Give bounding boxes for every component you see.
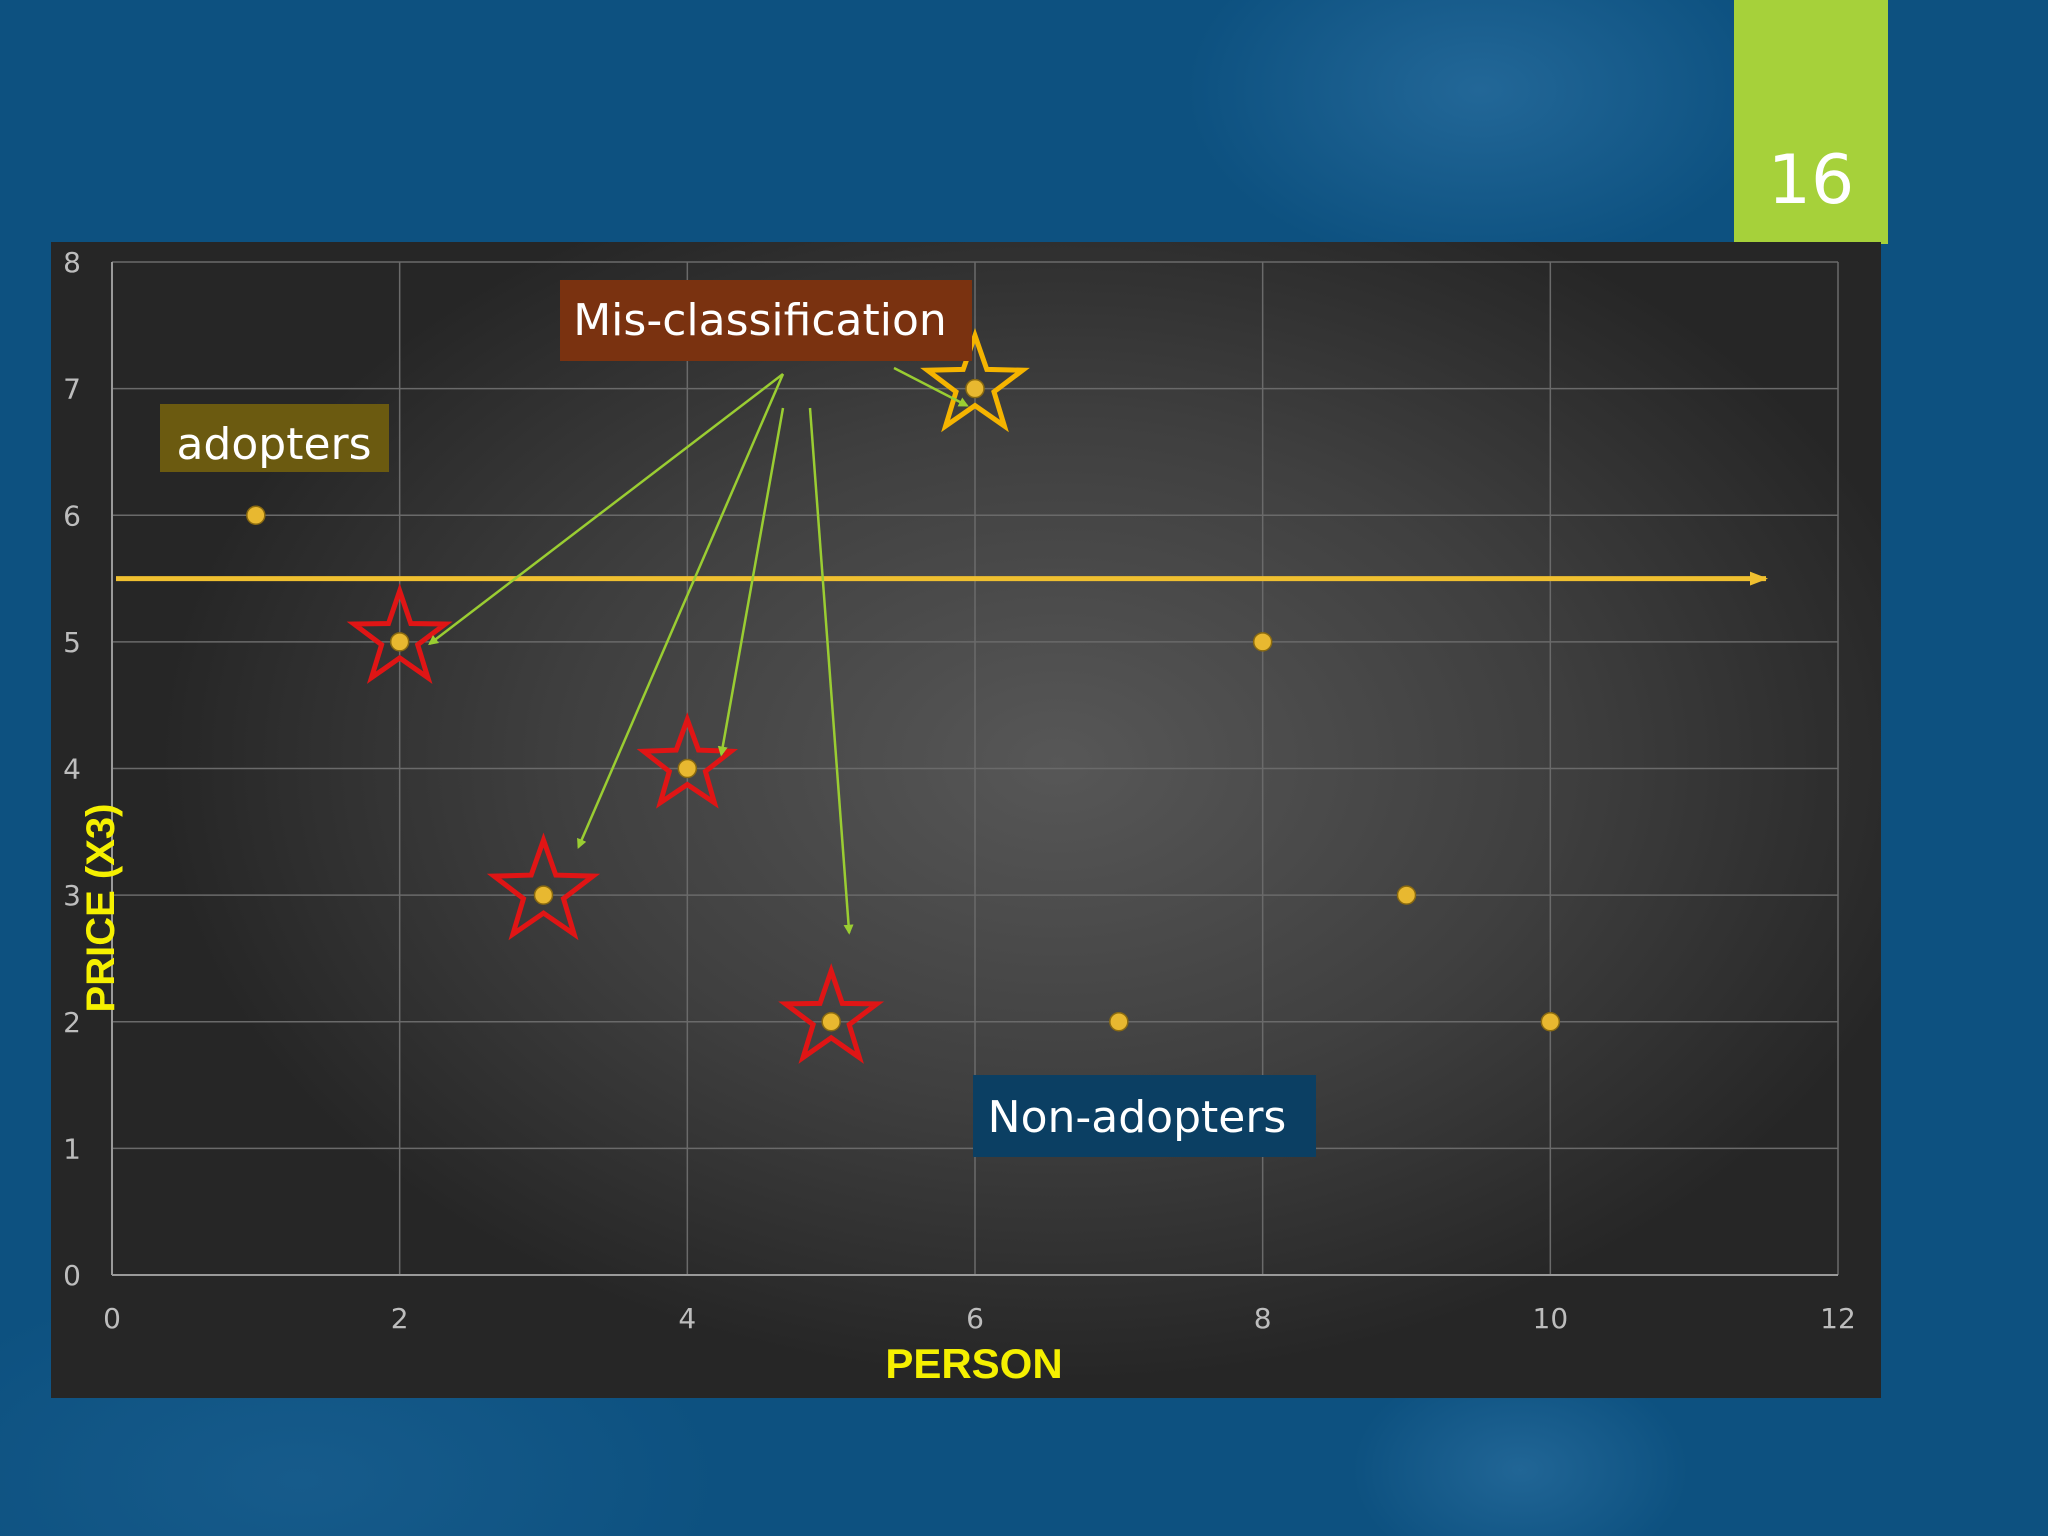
y-tick-label: 2 — [63, 1006, 81, 1039]
pointer-arrow — [428, 373, 784, 646]
x-tick-label: 8 — [1254, 1302, 1272, 1335]
y-tick-label: 4 — [63, 753, 81, 786]
data-point — [1252, 632, 1273, 652]
data-point — [677, 758, 698, 779]
data-point — [1109, 1012, 1129, 1032]
y-tick-label: 0 — [63, 1259, 81, 1292]
data-point — [389, 632, 410, 652]
data-point — [533, 885, 554, 905]
data-point — [1540, 1012, 1561, 1032]
y-tick-label: 6 — [63, 499, 81, 532]
x-tick-label: 6 — [966, 1302, 984, 1335]
y-axis-title: PRICE (X3) — [79, 804, 123, 1013]
misclassification-box — [560, 280, 972, 361]
data-point — [821, 1012, 841, 1032]
x-tick-label: 4 — [678, 1302, 696, 1335]
x-tick-label: 0 — [103, 1302, 121, 1335]
misclassified-star — [346, 583, 453, 684]
non-adopters-box — [973, 1075, 1316, 1157]
pointer-arrow — [577, 373, 785, 849]
y-tick-label: 7 — [63, 373, 81, 406]
x-axis-title: PERSON — [885, 1340, 1062, 1387]
pointer-arrow — [808, 407, 854, 935]
x-tick-label: 2 — [391, 1302, 409, 1335]
misclassified-star — [920, 328, 1030, 433]
data-point — [1396, 885, 1417, 905]
data-point — [246, 505, 266, 525]
slide-number: 16 — [1767, 141, 1855, 220]
x-tick-label: 12 — [1820, 1302, 1856, 1335]
data-point — [965, 378, 985, 399]
y-tick-label: 5 — [63, 626, 81, 659]
misclassified-star — [778, 963, 885, 1064]
data-points — [246, 378, 1561, 1032]
slide-number-badge: 16 — [1734, 0, 1888, 244]
non-adopters-label: Non-adopters — [988, 1092, 1287, 1143]
misclassified-star — [486, 832, 601, 941]
adopters-box — [160, 404, 389, 472]
pointer-arrow — [717, 407, 785, 757]
adopters-label: adopters — [176, 419, 371, 470]
y-tick-label: 3 — [63, 879, 81, 912]
annotations: Mis-classification adopters Non-adopters — [160, 280, 1316, 1157]
y-tick-label: 1 — [63, 1132, 81, 1165]
pointer-arrow — [893, 366, 969, 407]
y-tick-label: 8 — [63, 246, 81, 279]
x-tick-label: 10 — [1533, 1302, 1569, 1335]
axes — [111, 262, 1838, 1276]
misclassification-label: Mis-classification — [573, 295, 947, 346]
misclassified-stars — [346, 328, 1030, 1064]
grid-lines — [112, 261, 1839, 1275]
